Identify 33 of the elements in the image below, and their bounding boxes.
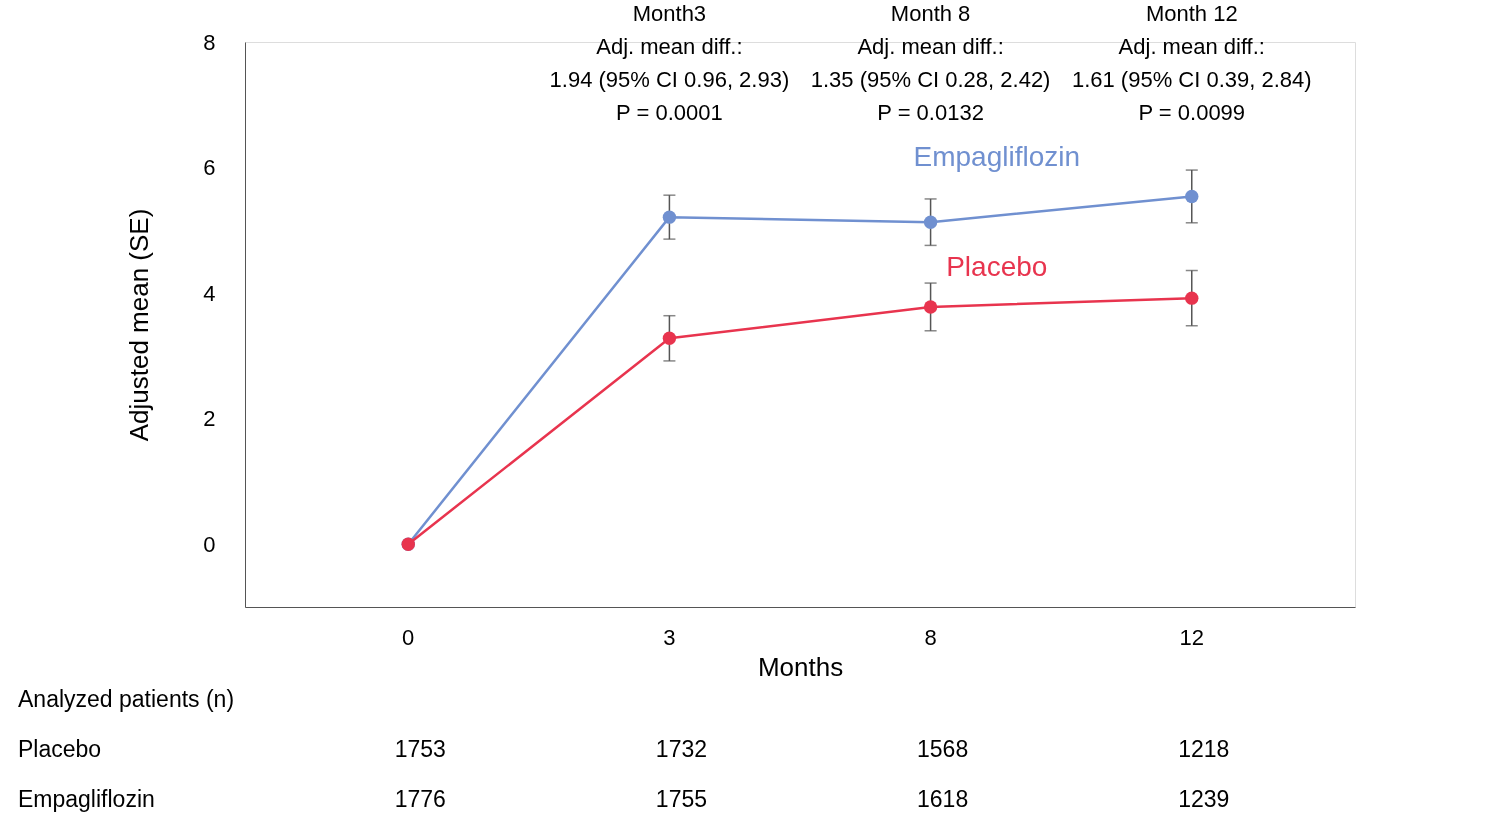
y-tick-label: 4 bbox=[203, 280, 216, 306]
x-tick-label: 8 bbox=[924, 624, 937, 650]
text: 1218 bbox=[1178, 736, 1230, 762]
x-axis-title: Months bbox=[757, 651, 844, 682]
x-tick-label: 0 bbox=[402, 624, 415, 650]
text: 1732 bbox=[655, 736, 707, 762]
point bbox=[1185, 189, 1199, 204]
text: Placebo bbox=[18, 736, 102, 762]
text: 1776 bbox=[394, 786, 446, 812]
annotation: Month 12 Adj. mean diff.: 1.61 (95% CI 0.39, 2.84) P = 0.0099 bbox=[1071, 1, 1312, 125]
text: 1618 bbox=[917, 786, 969, 812]
text: 1239 bbox=[1178, 786, 1230, 812]
text: Empagliflozin bbox=[18, 786, 155, 812]
text: 1755 bbox=[655, 786, 707, 812]
annotation: Month3 Adj. mean diff.: 1.94 (95% CI 0.96, 2.93) P = 0.0001 bbox=[549, 1, 790, 125]
annotation: Month 8 Adj. mean diff.: 1.35 (95% CI 0.28, 2.42) P = 0.0132 bbox=[810, 1, 1051, 125]
x-tick-label: 12 bbox=[1179, 624, 1205, 650]
text: 1753 bbox=[394, 736, 446, 762]
text: 1568 bbox=[917, 736, 969, 762]
y-axis-title: Adjusted mean (SE) bbox=[124, 208, 155, 442]
point bbox=[1185, 291, 1199, 305]
y-tick-label: 6 bbox=[203, 155, 216, 181]
point bbox=[923, 215, 938, 229]
y-tick-label: 0 bbox=[203, 531, 216, 557]
point bbox=[662, 331, 677, 346]
y-tick-label: 2 bbox=[203, 406, 216, 432]
point bbox=[923, 300, 938, 314]
series-label: Placebo bbox=[946, 251, 1048, 283]
point bbox=[662, 210, 677, 224]
series-label: Empagliflozin bbox=[913, 141, 1081, 173]
text: Analyzed patients (n) bbox=[18, 686, 235, 712]
x-tick-label: 3 bbox=[663, 624, 676, 650]
y-tick-label: 8 bbox=[203, 29, 216, 55]
